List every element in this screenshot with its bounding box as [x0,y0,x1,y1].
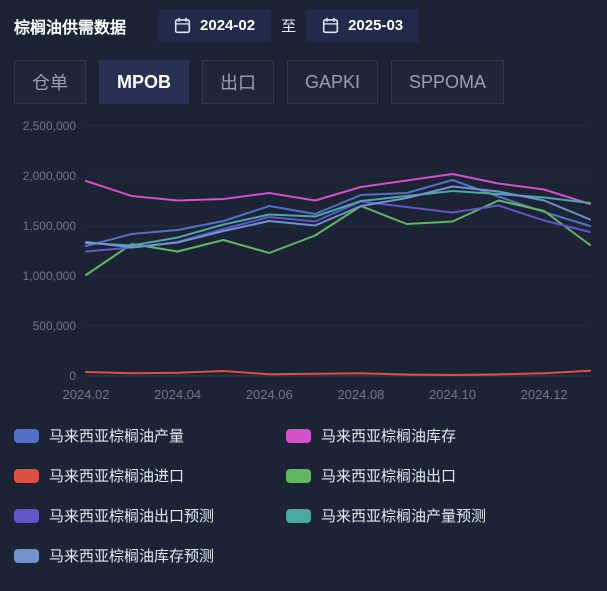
tab-sppoma[interactable]: SPPOMA [391,60,505,104]
legend-item[interactable]: 马来西亚棕榈油进口 [14,465,286,486]
calendar-icon [322,17,339,34]
legend-label: 马来西亚棕榈油出口 [321,468,457,485]
date-to-value: 2025-03 [348,17,404,34]
tab-bar: 仓单 MPOB 出口 GAPKI SPPOMA [0,46,607,110]
date-from-value: 2024-02 [200,17,256,34]
series-line [85,185,591,249]
legend-item[interactable]: 马来西亚棕榈油库存预测 [14,545,286,566]
legend-swatch-icon [286,468,311,483]
series-line [85,179,591,247]
legend-label: 马来西亚棕榈油库存 [321,428,457,445]
y-axis-tick-label: 1,000,000 [23,269,77,283]
y-axis-tick-label: 1,500,000 [23,219,77,233]
tab-cangdan[interactable]: 仓单 [14,60,86,104]
tab-mpob[interactable]: MPOB [99,60,189,104]
date-to-picker[interactable]: 2025-03 [306,9,420,42]
legend-label: 马来西亚棕榈油库存预测 [49,548,215,565]
y-axis-tick-label: 2,500,000 [23,119,77,133]
x-axis-tick-label: 2024.10 [429,387,476,402]
x-axis-tick-label: 2024.04 [154,387,201,402]
x-axis-tick-label: 2024.06 [246,387,293,402]
chart-area: 0 500,000 1,000,000 1,500,000 2,000,000 2,500… [0,110,607,411]
tab-chukou[interactable]: 出口 [202,60,274,104]
y-axis-tick-label: 2,000,000 [23,169,77,183]
legend-label: 马来西亚棕榈油进口 [49,468,185,485]
legend-label: 马来西亚棕榈油产量预测 [321,508,487,525]
date-range-separator: 至 [281,18,297,35]
legend-label: 马来西亚棕榈油产量 [49,428,185,445]
legend-item[interactable]: 马来西亚棕榈油库存 [286,425,593,446]
line-chart-canvas[interactable]: 0 500,000 1,000,000 1,500,000 2,000,000 2,500… [0,110,607,406]
y-axis-tick-label: 0 [69,369,76,383]
chart-legend: 马来西亚棕榈油产量 马来西亚棕榈油库存马来西亚棕榈油进口 马来西亚棕榈油出口马来西亚… [0,411,607,566]
series-line [85,190,591,247]
legend-swatch-icon [14,468,39,483]
legend-item[interactable]: 马来西亚棕榈油产量预测 [286,505,593,526]
series-line [85,199,591,276]
tab-gapki[interactable]: GAPKI [287,60,379,104]
legend-swatch-icon [14,548,39,563]
date-from-picker[interactable]: 2024-02 [158,9,272,42]
legend-swatch-icon [14,508,39,523]
x-axis-tick-label: 2024.02 [63,387,110,402]
legend-item[interactable]: 马来西亚棕榈油出口 [286,465,593,486]
series-line [85,369,591,376]
legend-item[interactable]: 马来西亚棕榈油出口预测 [14,505,286,526]
header: 棕榈油供需数据 2024-02 至 2025-03 [0,0,607,46]
legend-swatch-icon [286,428,311,443]
calendar-icon [174,17,191,34]
series-line [85,173,591,205]
x-axis-tick-label: 2024.08 [337,387,384,402]
legend-swatch-icon [14,428,39,443]
y-axis-tick-label: 500,000 [33,319,77,333]
legend-item[interactable]: 马来西亚棕榈油产量 [14,425,286,446]
legend-label: 马来西亚棕榈油出口预测 [49,508,215,525]
page-title: 棕榈油供需数据 [14,19,127,37]
legend-swatch-icon [286,508,311,523]
x-axis-tick-label: 2024.12 [521,387,568,402]
